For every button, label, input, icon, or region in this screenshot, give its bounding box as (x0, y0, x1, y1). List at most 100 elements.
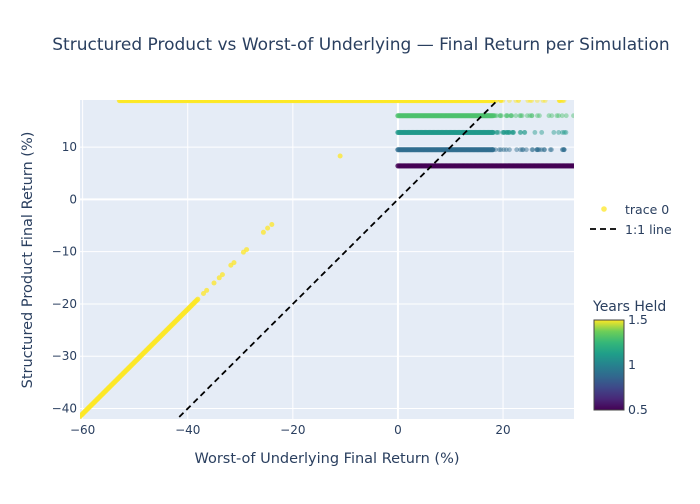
point (537, 147, 542, 153)
point (490, 100, 495, 103)
point (216, 275, 222, 281)
point (494, 113, 500, 119)
point (500, 130, 506, 135)
point (522, 130, 528, 135)
x-tick-label: 20 (495, 423, 510, 437)
legend-item-one-to-one[interactable]: 1:1 line (590, 222, 672, 237)
point (527, 100, 533, 103)
point (489, 113, 496, 119)
colorbar: Years Held 0.5 1 1.5 (592, 299, 666, 417)
point (518, 130, 524, 135)
point (497, 113, 503, 119)
y-axis-label: Structured Product Final Return (%) (20, 132, 36, 389)
legend-item-trace-0[interactable]: trace 0 (601, 202, 669, 217)
point (554, 113, 560, 119)
point (539, 147, 545, 153)
legend[interactable]: trace 0 1:1 line (590, 202, 672, 237)
point (559, 100, 565, 103)
point (529, 113, 535, 119)
point (571, 113, 574, 119)
colorbar-tick-label: 1 (628, 357, 636, 372)
point (507, 100, 512, 103)
point (516, 100, 521, 103)
legend-marker-trace-0 (601, 206, 607, 212)
colorbar-tick-label: 1.5 (628, 312, 648, 327)
point (497, 100, 503, 103)
point (500, 130, 506, 135)
legend-label-trace-0: trace 0 (625, 202, 669, 217)
point (557, 100, 562, 103)
band-4 (116, 100, 567, 104)
point (561, 100, 567, 103)
point (559, 113, 565, 119)
point (504, 130, 510, 135)
point (520, 147, 526, 153)
point (498, 147, 504, 153)
band-2 (395, 129, 569, 136)
point (510, 130, 516, 135)
point (504, 130, 510, 135)
point (560, 147, 566, 153)
plot-area (80, 100, 574, 419)
point (556, 100, 562, 103)
point (534, 100, 540, 103)
point (563, 113, 569, 119)
point (506, 130, 512, 135)
point (556, 130, 562, 135)
point (489, 147, 496, 153)
point (195, 296, 201, 302)
point (240, 249, 246, 255)
point (504, 113, 509, 119)
point (204, 287, 210, 293)
point (505, 113, 511, 119)
point (519, 113, 525, 119)
point (269, 221, 275, 227)
point (571, 163, 574, 169)
point (490, 100, 495, 103)
point (561, 147, 567, 153)
point (517, 130, 523, 135)
point (490, 147, 495, 153)
point (489, 129, 496, 136)
y-tick-label: 10 (62, 140, 77, 154)
point (492, 100, 498, 103)
colorbar-tick-label: 0.5 (628, 402, 648, 417)
point (557, 100, 562, 103)
point (549, 113, 555, 119)
point (534, 147, 540, 153)
point (492, 113, 498, 119)
chart-title: Structured Product vs Worst-of Underlyin… (52, 35, 669, 55)
x-tick-label: −20 (280, 423, 305, 437)
one-to-one-line (175, 100, 500, 419)
point (542, 147, 547, 153)
point (503, 147, 509, 153)
point (337, 153, 343, 159)
colorbar-gradient (593, 319, 625, 411)
point (549, 147, 554, 153)
point (489, 100, 496, 104)
point (513, 113, 519, 119)
point (559, 147, 565, 153)
y-tick-label: −30 (52, 349, 77, 363)
point (498, 113, 503, 119)
point (507, 147, 512, 153)
point (556, 113, 562, 119)
point (546, 113, 552, 119)
point (501, 130, 507, 135)
point (491, 113, 497, 119)
point (491, 113, 497, 119)
point (523, 147, 529, 153)
point (510, 130, 516, 135)
point (495, 130, 501, 135)
point (508, 113, 514, 119)
point (561, 147, 567, 153)
point (529, 147, 535, 153)
point (501, 130, 507, 135)
point (265, 225, 271, 231)
point (494, 130, 500, 135)
point (490, 100, 495, 103)
point (491, 130, 496, 135)
point (540, 100, 546, 103)
point (496, 147, 502, 153)
point (514, 147, 520, 153)
